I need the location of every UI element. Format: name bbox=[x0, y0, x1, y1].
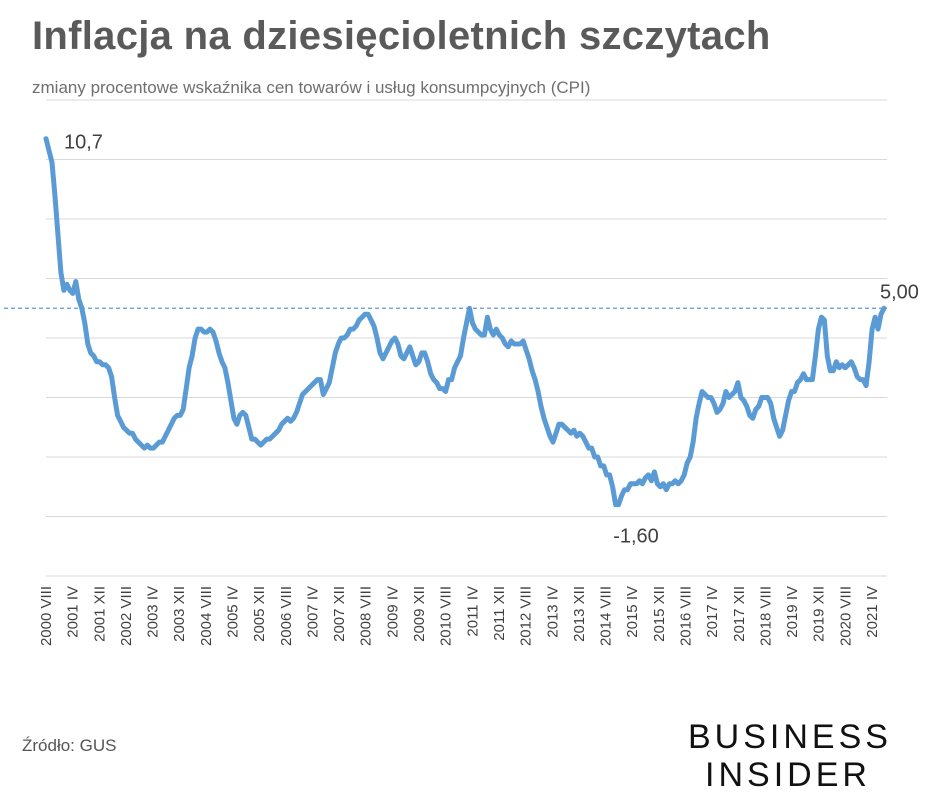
gridlines bbox=[46, 99, 887, 577]
x-tick-label: 2005 IV bbox=[225, 586, 242, 638]
x-tick-label: 2007 XII bbox=[331, 586, 348, 642]
x-tick-label: 2003 XII bbox=[171, 586, 188, 642]
chart-title: Inflacja na dziesięcioletnich szczytach bbox=[32, 14, 771, 58]
x-tick-label: 2018 VIII bbox=[757, 586, 774, 646]
x-tick-label: 2009 XII bbox=[411, 586, 428, 642]
x-tick-label: 2021 IV bbox=[864, 586, 881, 638]
cpi-series-line bbox=[43, 136, 887, 508]
x-tick-label: 2020 VIII bbox=[837, 586, 854, 646]
x-tick-label: 2000 VIII bbox=[38, 586, 55, 646]
x-tick-label: 2007 IV bbox=[305, 586, 322, 638]
source-note: Źródło: GUS bbox=[22, 736, 117, 755]
logo-line-2: INSIDER bbox=[705, 756, 871, 794]
annotation-group: 10,7 5,00 -1,60 bbox=[64, 132, 919, 548]
x-tick-label: 2019 XII bbox=[811, 586, 828, 642]
x-tick-label: 2019 IV bbox=[784, 586, 801, 638]
x-tick-label: 2011 XII bbox=[491, 586, 508, 641]
x-tick-label: 2008 VIII bbox=[358, 586, 375, 646]
x-tick-label: 2001 IV bbox=[65, 586, 82, 638]
x-tick-label: 2009 IV bbox=[384, 586, 401, 638]
x-tick-label: 2006 VIII bbox=[278, 586, 295, 646]
x-tick-label: 2017 XII bbox=[731, 586, 748, 642]
x-tick-label: 2003 IV bbox=[145, 586, 162, 638]
data-label: 10,7 bbox=[64, 132, 103, 154]
data-label: -1,60 bbox=[613, 526, 659, 548]
data-label: 5,00 bbox=[880, 281, 919, 303]
x-tick-label: 2015 IV bbox=[624, 586, 641, 638]
x-tick-label: 2002 VIII bbox=[118, 586, 135, 646]
x-tick-label: 2016 VIII bbox=[678, 586, 695, 646]
x-tick-label: 2011 IV bbox=[464, 586, 481, 637]
x-tick-label: 2012 VIII bbox=[518, 586, 535, 646]
x-tick-label: 2013 IV bbox=[544, 586, 561, 638]
logo-line-1: BUSINESS bbox=[688, 718, 892, 756]
x-tick-label: 2014 VIII bbox=[598, 586, 615, 646]
x-tick-label: 2013 XII bbox=[571, 586, 588, 642]
x-tick-label: 2001 XII bbox=[91, 586, 108, 642]
x-tick-label: 2005 XII bbox=[251, 586, 268, 642]
x-tick-label: 2015 XII bbox=[651, 586, 668, 642]
x-axis-ticks: 2000 VIII 2001 IV 2001 XII 2002 VIII 2003 IV… bbox=[38, 586, 881, 646]
chart-subtitle: zmiany procentowe wskaźnika cen towarów … bbox=[32, 78, 591, 97]
business-insider-logo: BUSINESS INSIDER bbox=[688, 718, 888, 794]
x-tick-label: 2017 IV bbox=[704, 586, 721, 638]
series-group bbox=[43, 136, 887, 508]
x-tick-label: 2004 VIII bbox=[198, 586, 215, 646]
x-tick-label: 2010 VIII bbox=[438, 586, 455, 646]
